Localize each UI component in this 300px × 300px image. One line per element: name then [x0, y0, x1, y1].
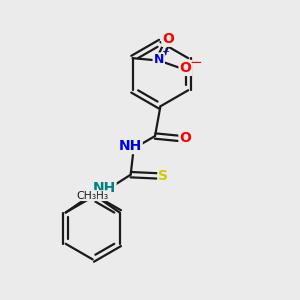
Text: NH: NH — [118, 139, 142, 153]
Text: CH₃: CH₃ — [76, 190, 97, 201]
Text: O: O — [179, 131, 191, 146]
Text: CH₃: CH₃ — [89, 190, 109, 201]
Text: O: O — [162, 32, 174, 46]
Text: −: − — [189, 55, 202, 70]
Text: NH: NH — [92, 181, 116, 195]
Text: S: S — [158, 169, 168, 183]
Text: +: + — [161, 47, 169, 57]
Text: O: O — [180, 61, 191, 75]
Text: N: N — [154, 53, 164, 66]
